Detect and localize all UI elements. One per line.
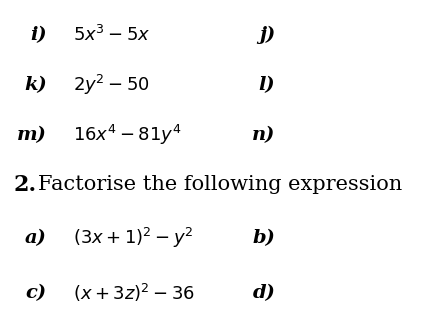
Text: b): b) — [252, 229, 275, 247]
Text: c): c) — [25, 284, 47, 302]
Text: Factorise the following expression: Factorise the following expression — [38, 175, 402, 194]
Text: n): n) — [252, 126, 275, 144]
Text: $(3x+1)^2 - y^2$: $(3x+1)^2 - y^2$ — [73, 226, 194, 250]
Text: k): k) — [24, 76, 47, 94]
Text: $2y^2 - 50$: $2y^2 - 50$ — [73, 73, 151, 97]
Text: l): l) — [259, 76, 275, 94]
Text: m): m) — [17, 126, 47, 144]
Text: $5x^3 - 5x$: $5x^3 - 5x$ — [73, 25, 151, 45]
Text: a): a) — [25, 229, 47, 247]
Text: $(x+3z)^2 - 36$: $(x+3z)^2 - 36$ — [73, 282, 195, 304]
Text: $16x^4 - 81y^4$: $16x^4 - 81y^4$ — [73, 123, 182, 147]
Text: i): i) — [30, 26, 47, 44]
Text: 2.: 2. — [13, 174, 36, 196]
Text: j): j) — [259, 26, 275, 44]
Text: d): d) — [252, 284, 275, 302]
